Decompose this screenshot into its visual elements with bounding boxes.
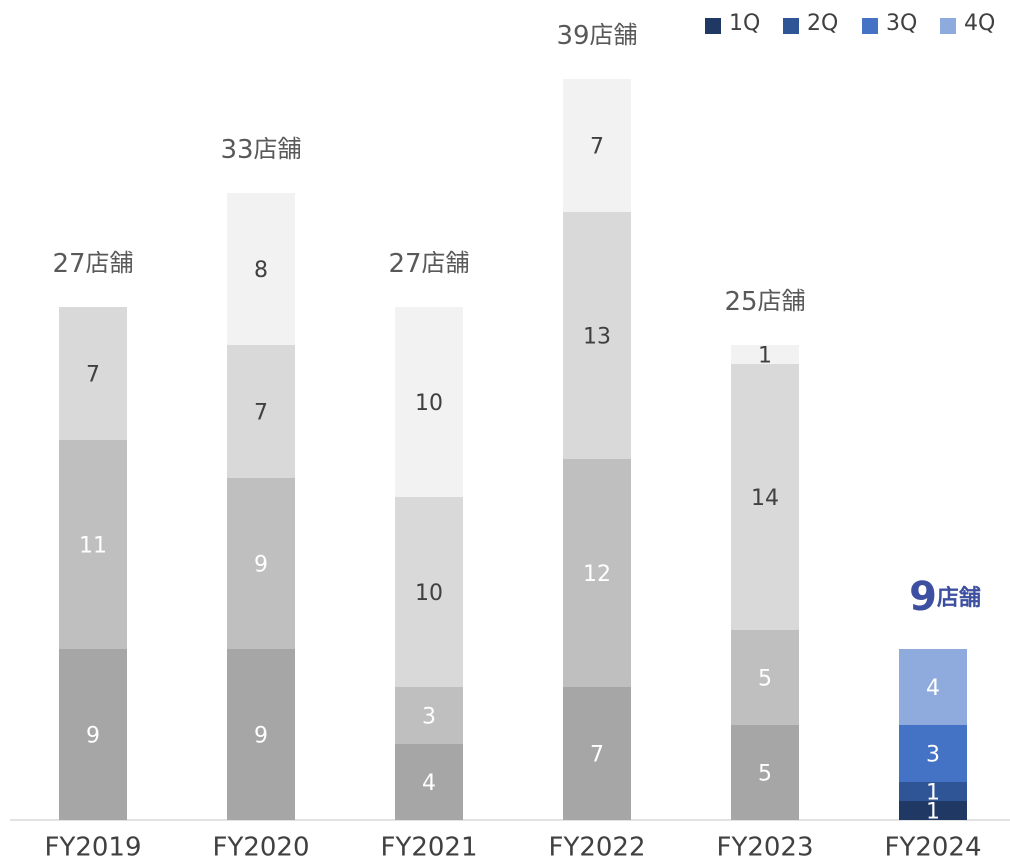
bar-segment: [59, 307, 127, 440]
x-tick-label: FY2019: [44, 833, 141, 862]
data-label: 4: [422, 771, 436, 796]
bar-segment: [731, 630, 799, 725]
total-label: 27店舗: [388, 249, 469, 279]
bar-segment: [899, 801, 967, 820]
x-tick-label: FY2023: [716, 833, 813, 862]
legend-label: 4Q: [964, 11, 995, 36]
total-value: 39: [556, 21, 589, 51]
legend-label: 3Q: [886, 11, 917, 36]
bar-segment: [227, 193, 295, 345]
legend-swatch: [940, 18, 956, 34]
total-unit: 店舗: [758, 287, 806, 315]
bar-segment: [395, 744, 463, 820]
x-tick-label: FY2024: [884, 833, 981, 862]
data-label: 9: [254, 724, 268, 749]
total-label: 25店舗: [724, 287, 805, 317]
legend-label: 1Q: [729, 11, 760, 36]
bar-segment: [899, 649, 967, 725]
bar-segment: [59, 440, 127, 649]
bar-segment: [899, 725, 967, 782]
data-label: 9: [254, 553, 268, 578]
data-label: 12: [583, 562, 611, 587]
bar-segment: [899, 782, 967, 801]
legend-swatch: [862, 18, 878, 34]
x-tick-label: FY2020: [212, 833, 309, 862]
data-label: 14: [751, 486, 779, 511]
total-label: 39店舗: [556, 21, 637, 51]
legend-label: 2Q: [807, 11, 838, 36]
bar-segment: [731, 725, 799, 820]
total-value: 25: [724, 287, 757, 317]
bar-segment: [227, 345, 295, 478]
x-tick-label: FY2021: [380, 833, 477, 862]
data-label: 7: [590, 743, 604, 768]
total-value: 27: [388, 249, 421, 279]
bar-segment: [563, 79, 631, 212]
bar-segment: [59, 649, 127, 820]
bar-segment: [563, 459, 631, 687]
data-label: 1: [758, 344, 772, 369]
bar-segment: [731, 345, 799, 364]
total-value: 33: [220, 135, 253, 165]
bar-segment: [227, 478, 295, 649]
data-label: 10: [415, 391, 443, 416]
data-label: 11: [79, 534, 107, 559]
bar-segment: [395, 307, 463, 497]
total-unit: 店舗: [590, 21, 638, 49]
bar-segment: [395, 497, 463, 687]
data-label: 7: [254, 401, 268, 426]
bar-segment: [395, 687, 463, 744]
data-label: 7: [86, 363, 100, 388]
total-value: 27: [52, 249, 85, 279]
legend-swatch: [705, 18, 721, 34]
data-label: 1: [926, 781, 940, 806]
data-label: 7: [590, 135, 604, 160]
data-label: 5: [758, 762, 772, 787]
total-unit: 店舗: [86, 249, 134, 277]
data-label: 13: [583, 325, 611, 350]
bar-segment: [731, 364, 799, 630]
bar-segment: [563, 687, 631, 820]
data-label: 4: [926, 676, 940, 701]
total-value: 9: [909, 574, 937, 620]
data-label: 9: [86, 724, 100, 749]
data-label: 10: [415, 581, 443, 606]
data-label: 1: [926, 800, 940, 825]
bar-segment: [227, 649, 295, 820]
total-unit: 店舗: [422, 249, 470, 277]
total-label: 9店舗: [909, 574, 981, 620]
x-tick-label: FY2022: [548, 833, 645, 862]
total-label: 33店舗: [220, 135, 301, 165]
data-label: 8: [254, 258, 268, 283]
data-label: 3: [926, 743, 940, 768]
data-label: 5: [758, 667, 772, 692]
bar-segment: [563, 212, 631, 459]
data-label: 3: [422, 705, 436, 730]
legend-swatch: [783, 18, 799, 34]
total-unit: 店舗: [254, 135, 302, 163]
total-unit: 店舗: [937, 585, 981, 611]
total-label: 27店舗: [52, 249, 133, 279]
